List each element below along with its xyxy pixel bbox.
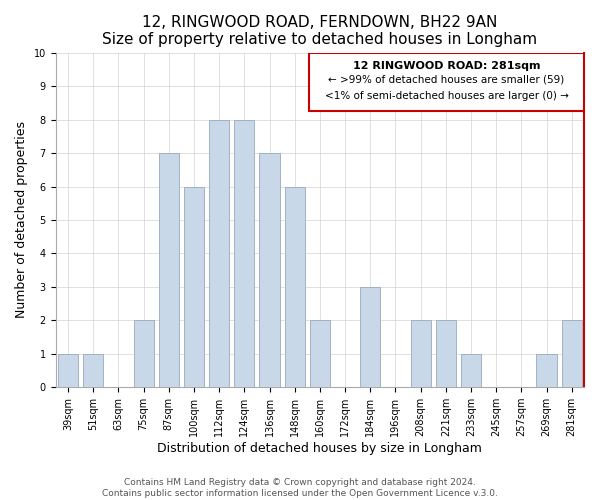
Bar [562,320,582,387]
Bar [461,354,481,387]
Text: ← >99% of detached houses are smaller (59): ← >99% of detached houses are smaller (5… [328,74,565,85]
Bar [308,52,584,112]
X-axis label: Distribution of detached houses by size in Longham: Distribution of detached houses by size … [157,442,482,455]
Bar [360,287,380,387]
Text: <1% of semi-detached houses are larger (0) →: <1% of semi-detached houses are larger (… [325,90,568,101]
Bar [134,320,154,387]
Text: 12 RINGWOOD ROAD: 281sqm: 12 RINGWOOD ROAD: 281sqm [353,61,540,71]
Bar [159,153,179,387]
Text: Contains HM Land Registry data © Crown copyright and database right 2024.
Contai: Contains HM Land Registry data © Crown c… [102,478,498,498]
Bar [209,120,229,387]
Bar [184,186,204,387]
Bar [58,354,78,387]
Bar [259,153,280,387]
Bar [235,120,254,387]
Bar [83,354,103,387]
Bar [284,186,305,387]
Bar [436,320,456,387]
Bar [310,320,330,387]
Bar [536,354,557,387]
Bar [308,52,584,112]
Bar [410,320,431,387]
Title: 12, RINGWOOD ROAD, FERNDOWN, BH22 9AN
Size of property relative to detached hous: 12, RINGWOOD ROAD, FERNDOWN, BH22 9AN Si… [103,15,538,48]
Y-axis label: Number of detached properties: Number of detached properties [15,122,28,318]
